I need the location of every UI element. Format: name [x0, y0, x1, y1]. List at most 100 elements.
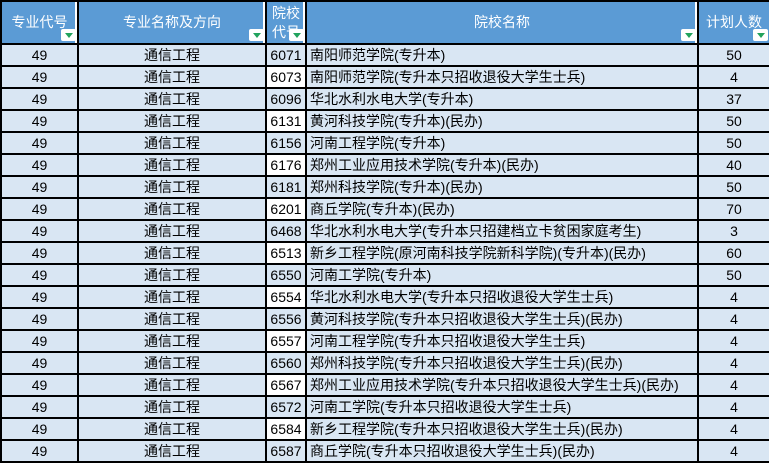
cell-college-name[interactable]: 新乡工程学院(原河南科技学院新科学院)(专升本)(民办) — [305, 241, 699, 265]
cell-college-code[interactable]: 6550 — [265, 263, 307, 287]
cell-major-name[interactable]: 通信工程 — [77, 395, 267, 419]
cell-college-name[interactable]: 河南工学院(专升本只招收退役大学生士兵) — [305, 395, 699, 419]
cell-major-name[interactable]: 通信工程 — [77, 109, 267, 133]
cell-college-code[interactable]: 6201 — [265, 197, 307, 221]
filter-button[interactable] — [681, 29, 696, 41]
cell-major-code[interactable]: 49 — [0, 263, 79, 287]
cell-plan-count[interactable]: 3 — [697, 219, 769, 243]
cell-major-code[interactable]: 49 — [0, 43, 79, 67]
cell-major-name[interactable]: 通信工程 — [77, 241, 267, 265]
cell-major-name[interactable]: 通信工程 — [77, 65, 267, 89]
cell-college-code[interactable]: 6513 — [265, 241, 307, 265]
cell-college-name[interactable]: 华北水利水电大学(专升本只招建档立卡贫困家庭考生) — [305, 219, 699, 243]
cell-college-name[interactable]: 郑州工业应用技术学院(专升本)(民办) — [305, 153, 699, 177]
cell-major-name[interactable]: 通信工程 — [77, 307, 267, 331]
cell-college-code[interactable]: 6181 — [265, 175, 307, 199]
cell-college-code[interactable]: 6131 — [265, 109, 307, 133]
cell-major-code[interactable]: 49 — [0, 351, 79, 375]
cell-college-name[interactable]: 南阳师范学院(专升本只招收退役大学生士兵) — [305, 65, 699, 89]
cell-plan-count[interactable]: 4 — [697, 285, 769, 309]
cell-plan-count[interactable]: 50 — [697, 131, 769, 155]
cell-college-code[interactable]: 6557 — [265, 329, 307, 353]
cell-major-name[interactable]: 通信工程 — [77, 43, 267, 67]
cell-plan-count[interactable]: 40 — [697, 153, 769, 177]
cell-college-code[interactable]: 6156 — [265, 131, 307, 155]
cell-major-code[interactable]: 49 — [0, 109, 79, 133]
cell-plan-count[interactable]: 4 — [697, 307, 769, 331]
header-major-name[interactable]: 专业名称及方向 — [77, 0, 267, 45]
cell-major-name[interactable]: 通信工程 — [77, 131, 267, 155]
cell-major-name[interactable]: 通信工程 — [77, 351, 267, 375]
filter-button[interactable] — [61, 29, 76, 41]
cell-college-name[interactable]: 黄河科技学院(专升本只招收退役大学生士兵)(民办) — [305, 307, 699, 331]
cell-plan-count[interactable]: 50 — [697, 109, 769, 133]
cell-college-name[interactable]: 商丘学院(专升本)(民办) — [305, 197, 699, 221]
cell-college-name[interactable]: 华北水利水电大学(专升本只招收退役大学生士兵) — [305, 285, 699, 309]
cell-college-name[interactable]: 南阳师范学院(专升本) — [305, 43, 699, 67]
cell-college-code[interactable]: 6073 — [265, 65, 307, 89]
cell-plan-count[interactable]: 4 — [697, 439, 769, 463]
filter-button[interactable] — [249, 29, 264, 41]
cell-college-code[interactable]: 6468 — [265, 219, 307, 243]
cell-major-code[interactable]: 49 — [0, 87, 79, 111]
cell-college-code[interactable]: 6096 — [265, 87, 307, 111]
cell-college-name[interactable]: 华北水利水电大学(专升本) — [305, 87, 699, 111]
cell-major-code[interactable]: 49 — [0, 439, 79, 463]
cell-college-name[interactable]: 黄河科技学院(专升本)(民办) — [305, 109, 699, 133]
cell-major-code[interactable]: 49 — [0, 131, 79, 155]
cell-major-name[interactable]: 通信工程 — [77, 439, 267, 463]
cell-plan-count[interactable]: 4 — [697, 395, 769, 419]
cell-college-code[interactable]: 6584 — [265, 417, 307, 441]
cell-major-name[interactable]: 通信工程 — [77, 417, 267, 441]
header-plan-count[interactable]: 计划人数 — [697, 0, 769, 45]
cell-major-name[interactable]: 通信工程 — [77, 329, 267, 353]
cell-plan-count[interactable]: 70 — [697, 197, 769, 221]
cell-major-name[interactable]: 通信工程 — [77, 263, 267, 287]
cell-college-code[interactable]: 6560 — [265, 351, 307, 375]
cell-college-name[interactable]: 郑州工业应用技术学院(专升本只招收退役大学生士兵)(民办) — [305, 373, 699, 397]
cell-plan-count[interactable]: 50 — [697, 175, 769, 199]
cell-plan-count[interactable]: 4 — [697, 65, 769, 89]
cell-major-name[interactable]: 通信工程 — [77, 285, 267, 309]
cell-plan-count[interactable]: 4 — [697, 329, 769, 353]
cell-major-code[interactable]: 49 — [0, 153, 79, 177]
cell-major-code[interactable]: 49 — [0, 373, 79, 397]
cell-college-name[interactable]: 新乡工程学院(专升本只招收退役大学生士兵)(民办) — [305, 417, 699, 441]
cell-college-code[interactable]: 6554 — [265, 285, 307, 309]
cell-college-name[interactable]: 郑州科技学院(专升本只招收退役大学生士兵)(民办) — [305, 351, 699, 375]
cell-college-code[interactable]: 6572 — [265, 395, 307, 419]
cell-major-code[interactable]: 49 — [0, 307, 79, 331]
filter-button[interactable] — [289, 29, 304, 41]
cell-major-name[interactable]: 通信工程 — [77, 197, 267, 221]
cell-major-code[interactable]: 49 — [0, 219, 79, 243]
cell-major-code[interactable]: 49 — [0, 329, 79, 353]
cell-major-code[interactable]: 49 — [0, 417, 79, 441]
cell-plan-count[interactable]: 50 — [697, 263, 769, 287]
cell-college-name[interactable]: 河南工程学院(专升本只招收退役大学生士兵) — [305, 329, 699, 353]
cell-plan-count[interactable]: 50 — [697, 43, 769, 67]
cell-major-name[interactable]: 通信工程 — [77, 153, 267, 177]
cell-plan-count[interactable]: 37 — [697, 87, 769, 111]
cell-college-name[interactable]: 河南工学院(专升本) — [305, 263, 699, 287]
cell-major-name[interactable]: 通信工程 — [77, 373, 267, 397]
cell-college-code[interactable]: 6587 — [265, 439, 307, 463]
cell-plan-count[interactable]: 4 — [697, 417, 769, 441]
cell-major-name[interactable]: 通信工程 — [77, 87, 267, 111]
cell-college-code[interactable]: 6176 — [265, 153, 307, 177]
cell-college-code[interactable]: 6071 — [265, 43, 307, 67]
cell-plan-count[interactable]: 60 — [697, 241, 769, 265]
cell-college-name[interactable]: 商丘学院(专升本只招收退役大学生士兵)(民办) — [305, 439, 699, 463]
cell-plan-count[interactable]: 4 — [697, 373, 769, 397]
header-college-name[interactable]: 院校名称 — [305, 0, 699, 45]
cell-college-name[interactable]: 郑州科技学院(专升本)(民办) — [305, 175, 699, 199]
cell-major-code[interactable]: 49 — [0, 285, 79, 309]
cell-major-name[interactable]: 通信工程 — [77, 219, 267, 243]
cell-major-code[interactable]: 49 — [0, 197, 79, 221]
cell-plan-count[interactable]: 4 — [697, 351, 769, 375]
cell-college-code[interactable]: 6567 — [265, 373, 307, 397]
cell-major-code[interactable]: 49 — [0, 175, 79, 199]
header-major-code[interactable]: 专业代号 — [0, 0, 79, 45]
cell-major-code[interactable]: 49 — [0, 395, 79, 419]
cell-college-code[interactable]: 6556 — [265, 307, 307, 331]
cell-major-code[interactable]: 49 — [0, 241, 79, 265]
